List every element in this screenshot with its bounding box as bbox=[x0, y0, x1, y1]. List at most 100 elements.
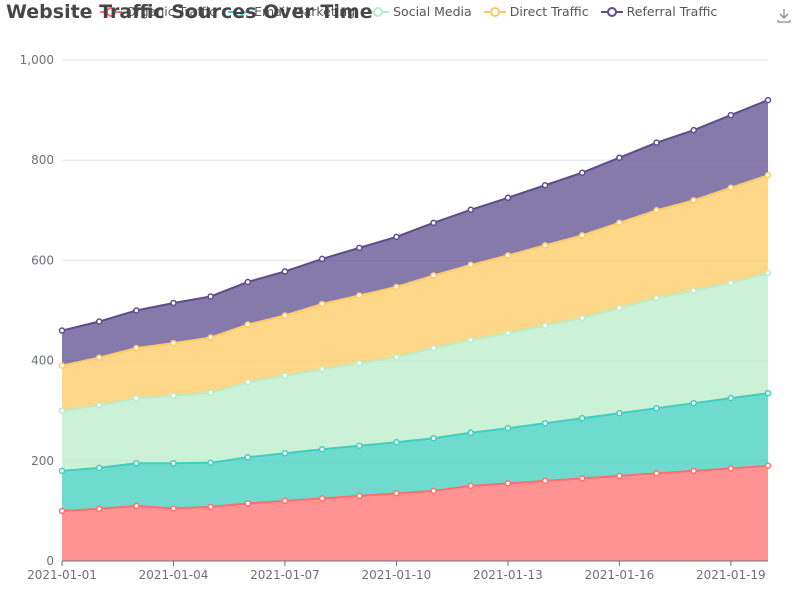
data-point bbox=[616, 409, 623, 417]
data-point bbox=[244, 378, 252, 386]
y-tick-label: 1,000 bbox=[20, 53, 54, 67]
chart-title: Website Traffic Sources Over Time bbox=[6, 1, 373, 23]
legend-item[interactable]: Referral Traffic bbox=[600, 4, 718, 19]
data-point bbox=[504, 194, 512, 202]
legend-label: Referral Traffic bbox=[626, 4, 718, 19]
x-tick-label: 2021-01-16 bbox=[584, 568, 654, 582]
line-referral-traffic bbox=[61, 99, 769, 332]
data-point bbox=[653, 470, 660, 477]
data-point bbox=[504, 424, 512, 432]
data-point bbox=[95, 505, 103, 513]
data-point bbox=[207, 293, 214, 300]
data-point bbox=[616, 304, 623, 312]
data-point bbox=[690, 197, 697, 204]
legend-item[interactable]: Social Media bbox=[367, 4, 472, 19]
legend-swatch bbox=[483, 6, 506, 18]
data-point bbox=[356, 244, 363, 252]
data-point bbox=[95, 354, 103, 361]
data-point bbox=[244, 500, 252, 507]
data-point bbox=[430, 272, 437, 279]
data-point bbox=[578, 169, 586, 176]
data-point bbox=[467, 336, 474, 344]
data-point bbox=[430, 344, 437, 352]
legend-item[interactable]: Organic Traffic bbox=[100, 4, 216, 19]
data-point bbox=[764, 96, 772, 104]
data-point bbox=[281, 497, 289, 505]
y-tick-label: 0 bbox=[46, 554, 54, 568]
data-point bbox=[616, 472, 623, 480]
legend-item[interactable]: Email Marketing bbox=[228, 4, 355, 19]
y-tick-label: 200 bbox=[31, 454, 54, 468]
x-tick-label: 2021-01-01 bbox=[27, 568, 97, 582]
data-point bbox=[58, 407, 66, 414]
data-point bbox=[727, 394, 735, 402]
data-point bbox=[207, 503, 214, 511]
data-point bbox=[541, 182, 549, 189]
data-point bbox=[318, 365, 326, 373]
data-point bbox=[764, 269, 772, 277]
data-point bbox=[430, 219, 437, 227]
data-point bbox=[170, 505, 177, 512]
data-point bbox=[170, 339, 177, 347]
data-point bbox=[764, 171, 772, 179]
data-point bbox=[170, 392, 177, 399]
data-point bbox=[58, 467, 66, 475]
line-email-marketing bbox=[61, 392, 769, 472]
data-point bbox=[393, 439, 400, 446]
data-point bbox=[281, 268, 289, 275]
data-point bbox=[393, 283, 400, 291]
data-point bbox=[653, 294, 660, 302]
data-point bbox=[356, 442, 363, 450]
legend-swatch bbox=[600, 6, 623, 18]
data-point bbox=[244, 454, 252, 461]
data-point bbox=[616, 154, 623, 161]
data-point bbox=[690, 287, 697, 294]
data-point bbox=[504, 329, 512, 337]
data-point bbox=[578, 414, 586, 422]
data-point bbox=[467, 482, 474, 490]
data-point bbox=[578, 475, 586, 482]
data-point bbox=[578, 232, 586, 239]
data-point bbox=[95, 318, 103, 325]
legend-item[interactable]: Direct Traffic bbox=[483, 4, 589, 19]
area-organic-traffic bbox=[62, 465, 768, 561]
data-point bbox=[653, 207, 660, 214]
data-point bbox=[504, 252, 512, 259]
legend-label: Email Marketing bbox=[254, 4, 356, 19]
data-point bbox=[95, 464, 103, 472]
data-point bbox=[541, 322, 549, 329]
data-point bbox=[727, 279, 735, 287]
data-point bbox=[244, 278, 252, 286]
x-tick-label: 2021-01-19 bbox=[696, 568, 766, 582]
data-point bbox=[58, 507, 66, 515]
legend-swatch bbox=[100, 6, 122, 18]
x-tick-label: 2021-01-07 bbox=[250, 568, 320, 582]
area-referral-traffic bbox=[62, 100, 768, 366]
data-point bbox=[690, 467, 697, 475]
data-point bbox=[690, 126, 697, 134]
data-point bbox=[318, 495, 326, 502]
x-tick-label: 2021-01-10 bbox=[362, 568, 432, 582]
data-point bbox=[467, 206, 474, 214]
data-point bbox=[504, 480, 512, 487]
data-point bbox=[170, 460, 177, 467]
data-point bbox=[207, 389, 214, 396]
data-point bbox=[356, 292, 363, 299]
data-point bbox=[616, 219, 623, 227]
data-point bbox=[541, 419, 549, 427]
x-tick-label: 2021-01-13 bbox=[473, 568, 543, 582]
data-point bbox=[578, 314, 586, 322]
legend-swatch bbox=[228, 6, 251, 18]
data-point bbox=[393, 233, 400, 241]
download-icon[interactable] bbox=[776, 8, 792, 24]
line-social-media bbox=[61, 271, 769, 412]
legend: Organic Traffic Email Marketing Social Med… bbox=[100, 4, 717, 19]
y-tick-label: 600 bbox=[31, 253, 54, 267]
legend-label: Organic Traffic bbox=[126, 4, 217, 19]
y-tick-label: 800 bbox=[31, 153, 54, 167]
data-point bbox=[653, 139, 660, 146]
area-social-media bbox=[62, 272, 768, 471]
data-point bbox=[281, 372, 289, 379]
legend-swatch bbox=[367, 6, 390, 18]
